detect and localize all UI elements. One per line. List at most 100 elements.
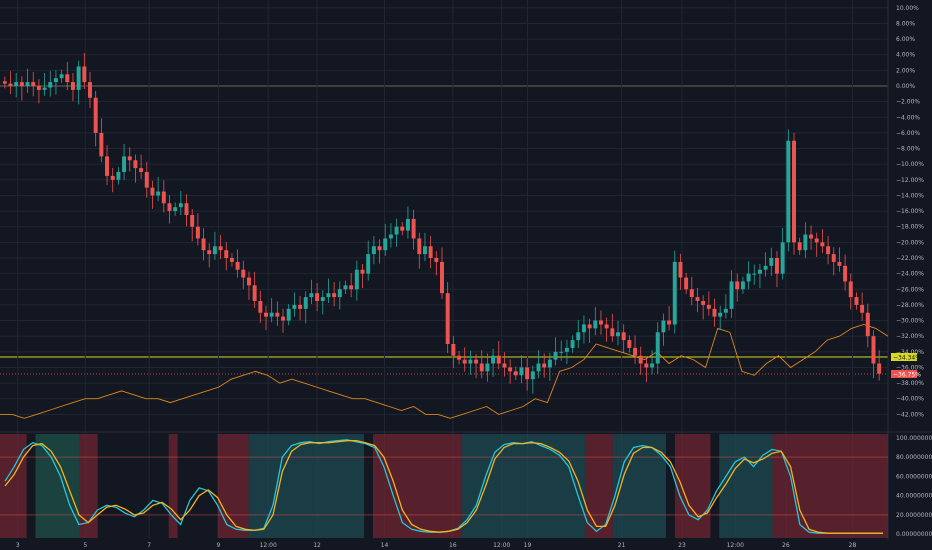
candle-body — [405, 218, 410, 231]
candle-body — [803, 234, 808, 251]
candle — [167, 195, 172, 224]
indicator-axis[interactable]: 100.00000000 80.00000000 60.00000000 40.000… — [896, 435, 932, 538]
candle-body — [422, 246, 427, 255]
candle-body — [110, 175, 115, 180]
candle — [133, 154, 138, 183]
candle-body — [127, 156, 132, 161]
candle — [661, 313, 666, 346]
candle-body — [354, 269, 359, 290]
price-tick-label: −42.00% — [896, 411, 924, 418]
candle-body — [303, 297, 308, 309]
stochastic-band-red — [217, 434, 249, 538]
price-axis[interactable]: 10.00% 8.00% 6.00% 4.00% 2.00% 0.00% −2.00% −4.… — [896, 5, 924, 419]
candle-body — [366, 254, 371, 274]
time-tick-label: 7 — [147, 542, 151, 549]
candle — [349, 273, 354, 298]
candle — [309, 279, 314, 304]
candle — [820, 228, 825, 254]
price-tick-label: −2.00% — [896, 99, 920, 106]
candle — [25, 68, 30, 93]
candle — [434, 251, 439, 276]
candle-body — [417, 238, 422, 255]
candle-body — [678, 261, 683, 278]
candle — [712, 298, 717, 327]
candle — [792, 132, 796, 255]
candle — [627, 335, 632, 353]
candle — [542, 353, 547, 378]
candle-body — [229, 258, 234, 262]
candle — [388, 223, 393, 248]
price-tick-label: −4.00% — [896, 114, 920, 121]
candle-body — [315, 293, 320, 301]
candle — [667, 306, 672, 331]
candle-body — [400, 226, 405, 231]
candle-body — [877, 363, 882, 374]
candle — [746, 261, 751, 290]
time-tick-label: 12:00 — [727, 542, 744, 549]
indicator-tick-label: 100.00000000 — [896, 435, 932, 442]
candle-body — [792, 140, 796, 243]
candle-body — [383, 238, 388, 251]
candle-body — [59, 74, 64, 79]
candle — [116, 167, 121, 185]
candle-body — [292, 304, 297, 309]
price-tick-label: 10.00% — [896, 5, 919, 12]
candle-body — [809, 234, 814, 239]
candle — [701, 295, 706, 320]
candle — [513, 366, 518, 380]
candle-body — [440, 261, 444, 294]
candle — [576, 319, 581, 349]
candle — [496, 341, 501, 370]
candle-body — [224, 250, 229, 258]
candle-body — [871, 336, 876, 364]
candle — [803, 222, 808, 259]
price-tick-label: −36.00% — [896, 364, 924, 371]
candle — [525, 358, 530, 391]
candle-body — [139, 168, 144, 172]
candle-body — [122, 156, 127, 172]
candle — [31, 71, 36, 97]
candle — [42, 73, 47, 96]
candle — [252, 271, 257, 308]
candle — [451, 336, 456, 369]
candle — [502, 352, 507, 377]
candle-body — [14, 82, 19, 86]
price-tick-label: −26.00% — [896, 286, 924, 293]
candle — [36, 79, 41, 104]
candle — [650, 350, 655, 375]
candle — [678, 253, 683, 290]
candle-body — [814, 238, 819, 243]
candle — [468, 350, 473, 375]
candle — [65, 61, 70, 91]
indicator-tick-label: 0.00000000 — [896, 531, 932, 538]
candle — [93, 90, 98, 147]
candle-body — [831, 254, 836, 262]
stochastic-band-red — [586, 434, 613, 538]
candle-body — [508, 367, 513, 372]
candle — [292, 292, 297, 317]
time-axis[interactable]: 3 5 7 9 12:00 12 14 16 12:00 19 21 23 12:00 26 28 — [16, 542, 857, 549]
candle — [553, 337, 558, 366]
candle — [8, 71, 13, 94]
candle — [207, 243, 212, 268]
candle-body — [570, 340, 575, 348]
candle-body — [298, 304, 303, 309]
stochastic-band-red — [372, 434, 462, 538]
candle — [706, 291, 711, 316]
candle — [150, 180, 155, 209]
candle-body — [457, 355, 462, 360]
candle-body — [593, 320, 598, 329]
time-tick-label: 5 — [83, 542, 87, 549]
candle — [246, 271, 251, 300]
candle — [59, 69, 64, 83]
candle — [797, 237, 802, 255]
candle-body — [377, 246, 382, 251]
candle — [14, 73, 19, 98]
candle-body — [525, 367, 530, 380]
candle-body — [388, 234, 393, 239]
candle-body — [780, 242, 785, 274]
price-tick-label: −22.00% — [896, 255, 924, 262]
candle — [616, 321, 620, 346]
